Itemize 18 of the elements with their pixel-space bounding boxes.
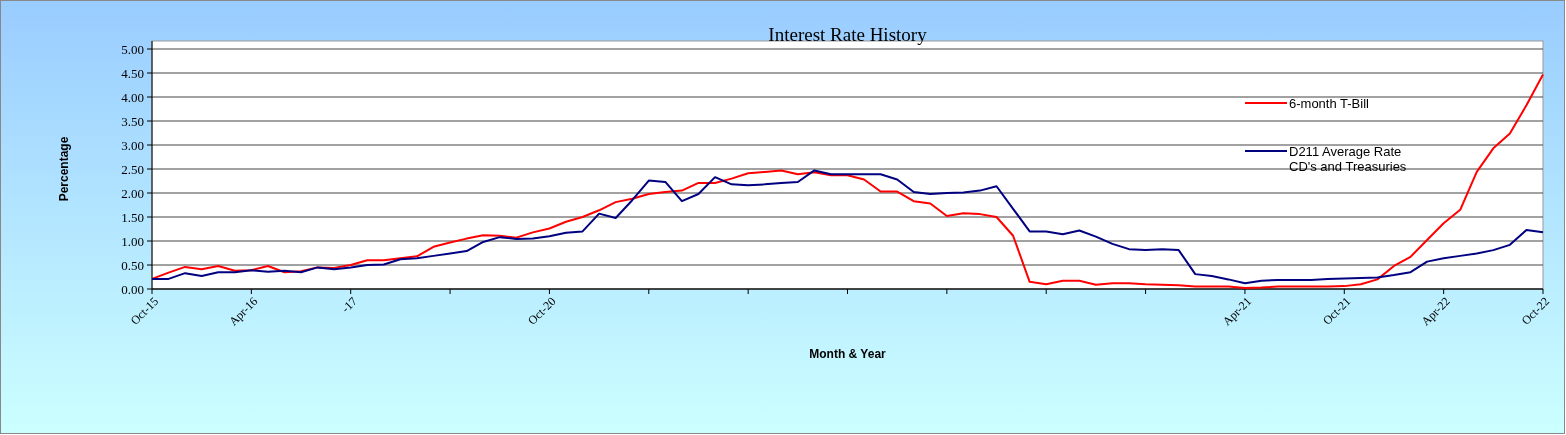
legend-label: D211 Average Rate CD's and Treasuries bbox=[1289, 143, 1407, 175]
line-series bbox=[151, 169, 1544, 285]
y-tick-label: 2.50 bbox=[121, 161, 144, 177]
y-axis-title: Percentage bbox=[57, 136, 71, 202]
y-tick-label: 5.00 bbox=[121, 41, 144, 57]
chart-title: Interest Rate History bbox=[768, 24, 928, 45]
y-tick-label: 1.50 bbox=[121, 209, 144, 225]
y-tick-label: 1.00 bbox=[121, 233, 144, 249]
y-tick-label: 3.00 bbox=[121, 137, 144, 153]
x-tick-label: -17 bbox=[338, 294, 360, 316]
y-tick-label: 0.50 bbox=[121, 257, 144, 273]
y-tick-label: 2.00 bbox=[121, 185, 144, 201]
y-tick-label: 4.50 bbox=[121, 65, 144, 81]
y-tick-label: 4.00 bbox=[121, 89, 144, 105]
y-tick-label: 3.50 bbox=[121, 113, 144, 129]
x-axis-title: Month & Year bbox=[809, 347, 887, 361]
legend-label: 6-month T-Bill bbox=[1289, 95, 1370, 111]
y-tick-label: 0.00 bbox=[121, 281, 144, 297]
